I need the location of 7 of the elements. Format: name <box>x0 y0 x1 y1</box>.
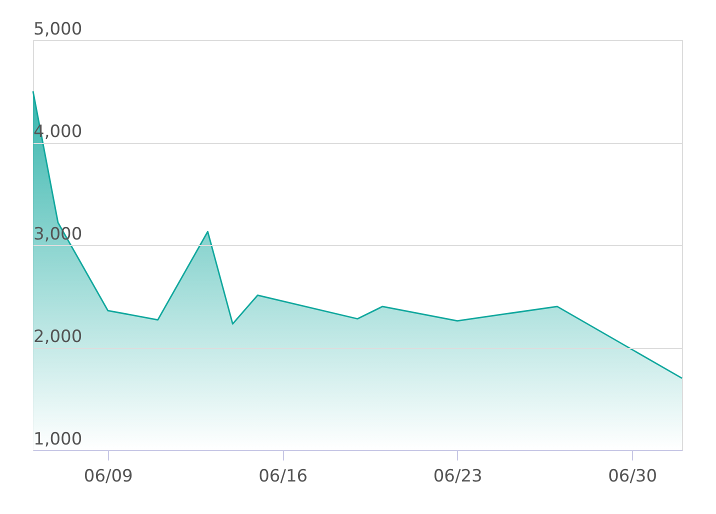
x-tick-label: 06/23 <box>433 466 482 486</box>
y-tick-label: 5,000 <box>34 20 82 40</box>
y-tick-label: 2,000 <box>34 327 82 347</box>
y-tick-label: 1,000 <box>34 430 82 450</box>
x-tick-label: 06/30 <box>608 466 658 486</box>
x-tick-label: 06/09 <box>84 466 133 486</box>
x-tick-label: 06/16 <box>258 466 308 486</box>
